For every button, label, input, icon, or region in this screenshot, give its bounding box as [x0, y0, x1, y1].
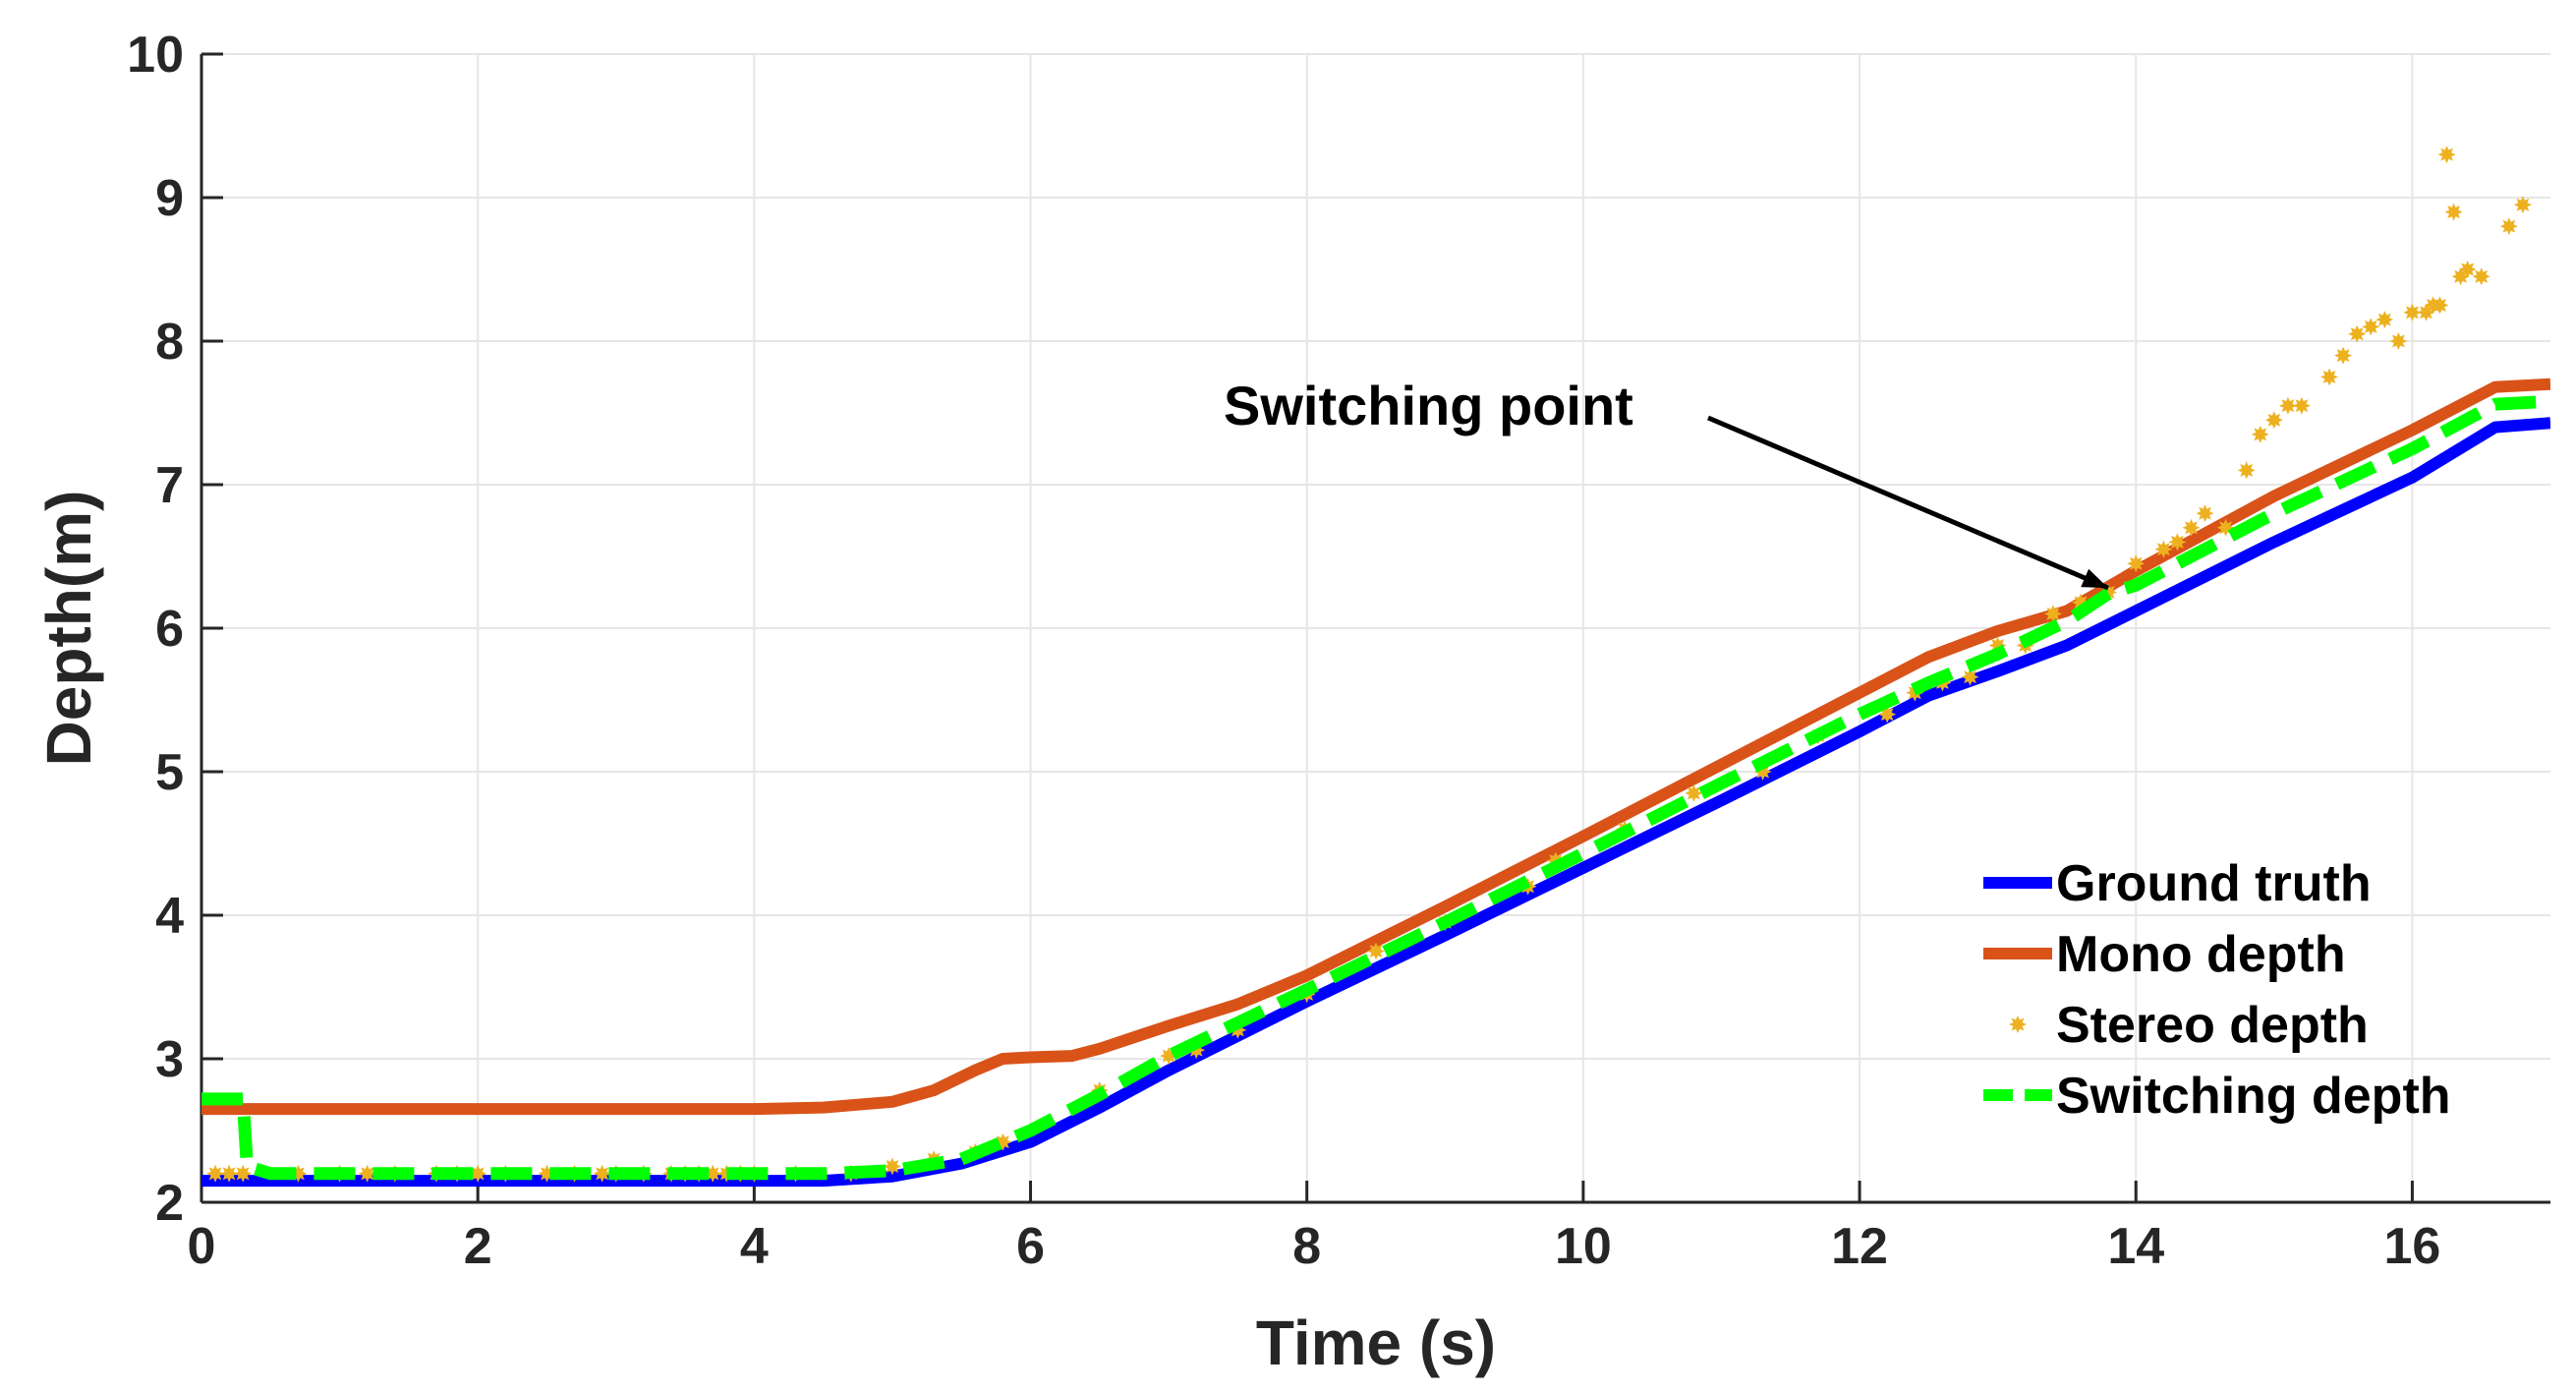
stereo-depth-point	[2444, 203, 2463, 221]
stereo-depth-point	[2168, 533, 2187, 551]
x-tick-label: 16	[2383, 1218, 2440, 1275]
stereo-depth-point	[2334, 346, 2353, 365]
stereo-depth-point	[2292, 396, 2311, 415]
switching-point-arrow	[1707, 415, 2110, 591]
x-tick-label: 10	[1555, 1218, 1612, 1275]
stereo-depth-point	[2127, 554, 2146, 573]
x-tick-label: 12	[1831, 1218, 1888, 1275]
y-tick-label: 2	[155, 1175, 184, 1232]
grid	[200, 53, 2550, 1203]
y-tick-label: 10	[127, 27, 184, 84]
switching-depth-line	[201, 394, 2550, 1181]
stereo-depth-point	[2389, 332, 2408, 350]
legend-label: Mono depth	[2056, 926, 2346, 983]
y-tick-label: 9	[155, 170, 184, 227]
stereo-depth-point	[2437, 145, 2456, 164]
switching-point-annotation: Switching point	[1224, 375, 2110, 591]
stereo-depth-point	[1685, 784, 1703, 802]
stereo-depth-point	[593, 1164, 611, 1183]
stereo-depth-point	[2472, 267, 2490, 286]
switching-point-label: Switching point	[1224, 375, 1633, 436]
stereo-depth-point	[1961, 667, 1979, 686]
stereo-depth-point	[2362, 318, 2380, 336]
stereo-depth-point	[2348, 324, 2367, 343]
stereo-depth-point	[2182, 518, 2201, 537]
x-tick-label: 0	[188, 1218, 216, 1275]
stereo-depth-point	[469, 1164, 487, 1183]
y-tick-label: 3	[155, 1031, 184, 1088]
stereo-depth-point	[2458, 261, 2477, 278]
x-tick-label: 4	[740, 1218, 769, 1275]
legend-label: Switching depth	[2056, 1068, 2451, 1125]
stereo-depth-point	[206, 1164, 225, 1183]
legend-item-mono-depth: Mono depth	[1983, 926, 2346, 983]
stereo-depth-point	[2278, 396, 2297, 415]
stereo-depth-point	[2251, 425, 2269, 443]
stereo-depth-point	[2431, 296, 2449, 315]
legend-item-ground-truth: Ground truth	[1983, 855, 2372, 912]
stereo-depth-point	[2320, 368, 2339, 386]
y-tick-label: 7	[155, 457, 184, 514]
stereo-depth-point	[2196, 504, 2214, 523]
stereo-depth-point	[883, 1157, 901, 1176]
legend-label: Stereo depth	[2056, 997, 2369, 1054]
series-layer	[201, 145, 2550, 1188]
y-tick-label: 5	[155, 744, 184, 801]
stereo-depth-point	[2009, 1016, 2027, 1033]
x-tick-label: 14	[2107, 1218, 2164, 1275]
legend: Ground truth Mono depth Stereo depth Switch…	[1983, 855, 2451, 1125]
legend-item-switching-depth: Switching depth	[1983, 1068, 2451, 1125]
legend-label: Ground truth	[2056, 855, 2372, 912]
stereo-depth-point	[2499, 217, 2518, 236]
legend-item-stereo-depth: Stereo depth	[2009, 997, 2369, 1054]
stereo-depth-point	[2237, 461, 2256, 480]
stereo-depth-point	[2403, 303, 2422, 321]
y-tick-label: 4	[155, 888, 184, 945]
stereo-depth-point	[234, 1164, 253, 1183]
y-tick-label: 8	[155, 314, 184, 371]
stereo-depth-point	[358, 1164, 376, 1183]
stereo-depth-point	[220, 1164, 239, 1183]
x-axis-label: Time (s)	[1256, 1307, 1496, 1378]
stereo-depth-point	[2154, 540, 2173, 558]
stereo-depth-point	[2043, 605, 2062, 623]
stereo-depth-point	[2376, 311, 2394, 329]
arrow-head-icon	[2081, 568, 2109, 589]
stereo-depth-point	[2264, 411, 2283, 430]
x-tick-label: 2	[464, 1218, 492, 1275]
stereo-depth-point	[1367, 942, 1385, 960]
y-axis-label: Depth(m)	[33, 491, 104, 767]
x-tick-label: 8	[1292, 1218, 1321, 1275]
y-tick-label: 6	[155, 601, 184, 658]
x-tick-label: 6	[1016, 1218, 1045, 1275]
stereo-depth-point	[2513, 196, 2532, 214]
